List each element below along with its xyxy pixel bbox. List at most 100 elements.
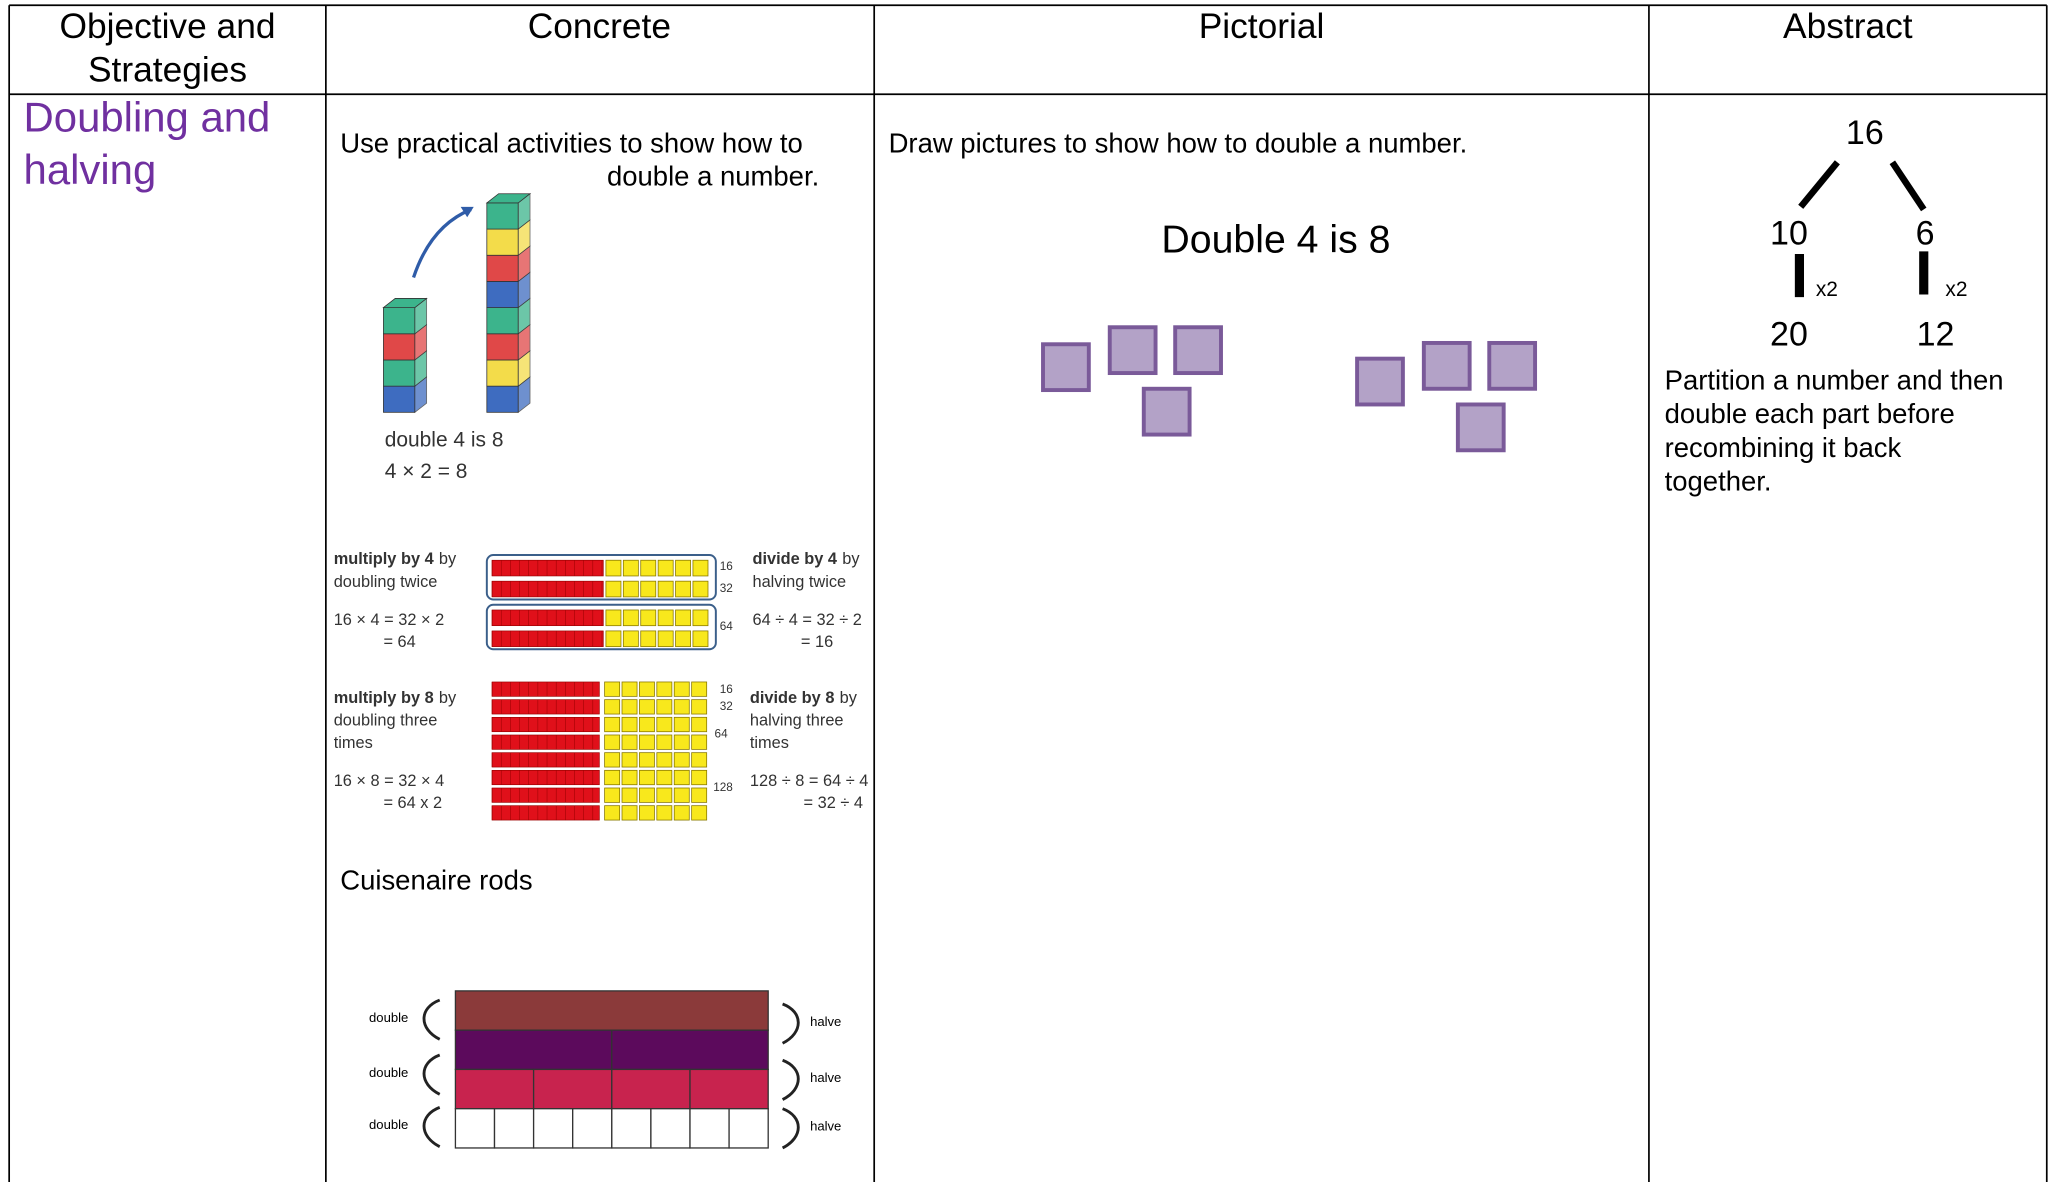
yellow-cube <box>640 580 657 598</box>
count-label: 32 <box>720 700 733 713</box>
red-rod <box>491 805 600 821</box>
pictorial-heading: Double 4 is 8 <box>1161 218 1390 262</box>
yellow-cube <box>640 630 657 648</box>
header-text: Abstract <box>1783 7 1913 46</box>
count-label: 64 <box>720 620 734 633</box>
concrete-intro: Use practical activities to show how to <box>340 128 803 159</box>
rod <box>454 1068 535 1110</box>
yellow-cube <box>604 769 621 786</box>
rods-label: double <box>369 1065 408 1080</box>
cube-caption: 4 × 2 = 8 <box>385 460 468 483</box>
operation-label: divide by 8 by <box>750 689 858 707</box>
operation-text: times <box>750 734 789 752</box>
red-rod <box>491 559 604 577</box>
yellow-cube <box>673 752 690 768</box>
yellow-cube <box>621 787 638 803</box>
tree-node: 20 <box>1770 315 1808 353</box>
yellow-cube <box>691 805 708 821</box>
yellow-cube <box>675 630 691 648</box>
red-rod <box>491 699 600 715</box>
objective-text: halving <box>24 146 157 193</box>
working: 64 ÷ 4 = 32 ÷ 2 <box>752 611 861 629</box>
count-label: 32 <box>720 582 733 595</box>
concrete-intro: double a number. <box>607 160 819 191</box>
cube-face <box>383 333 416 361</box>
yellow-cube <box>673 699 690 715</box>
rod <box>572 1108 613 1149</box>
yellow-cube <box>675 559 691 577</box>
yellow-cube <box>691 716 708 733</box>
objective-text: Doubling and <box>24 93 271 140</box>
operation-text: by <box>842 551 860 569</box>
cube-face <box>383 307 416 335</box>
yellow-cube <box>639 805 655 821</box>
yellow-cube <box>692 559 709 577</box>
yellow-cube <box>656 787 673 803</box>
yellow-cube <box>691 752 708 768</box>
counter-square <box>1041 342 1091 393</box>
cube-caption: double 4 is 8 <box>385 429 504 452</box>
operation-text: by <box>439 689 457 707</box>
yellow-cube <box>673 734 690 750</box>
red-rod <box>491 630 604 647</box>
rod <box>611 1108 652 1149</box>
cube-face <box>486 228 519 256</box>
yellow-cube <box>604 787 621 803</box>
curved-arrow <box>781 1058 800 1101</box>
yellow-cube <box>657 559 674 577</box>
yellow-cube <box>692 630 709 648</box>
yellow-cube <box>656 805 673 821</box>
rod <box>611 1068 691 1110</box>
header-text: Objective and <box>60 7 276 46</box>
yellow-cube <box>621 752 638 768</box>
rods-label: double <box>369 1010 408 1025</box>
abstract-text: Partition a number and then <box>1665 364 2004 395</box>
yellow-cube <box>639 681 655 697</box>
yellow-cube <box>691 734 708 750</box>
yellow-cube <box>639 716 655 733</box>
count-label: 128 <box>713 781 733 794</box>
cube-face <box>486 333 519 361</box>
pictorial-intro: Draw pictures to show how to double a nu… <box>889 128 1468 159</box>
yellow-cube <box>657 630 674 648</box>
operation-text: by <box>439 551 457 569</box>
yellow-cube <box>621 769 638 786</box>
operation-text: halving twice <box>752 573 846 591</box>
bar-group <box>485 554 717 601</box>
yellow-cube <box>691 769 708 786</box>
rods-title: Cuisenaire rods <box>340 865 532 896</box>
yellow-cube <box>604 716 621 733</box>
operation-bold: multiply by 4 <box>334 551 435 569</box>
arrow <box>411 207 472 279</box>
yellow-cube <box>604 752 621 768</box>
yellow-cube <box>604 805 621 821</box>
curved-arrow <box>781 1002 800 1045</box>
yellow-cube <box>691 699 708 715</box>
bar-group <box>485 603 717 651</box>
operation-label: multiply by 4 by <box>334 551 457 569</box>
yellow-cube <box>605 630 622 648</box>
counter-square <box>1355 356 1405 407</box>
yellow-cube <box>621 805 638 821</box>
rods-label: halve <box>810 1070 841 1085</box>
rod <box>689 1068 769 1110</box>
cube-face <box>486 385 519 413</box>
working: 16 × 8 = 32 × 4 <box>334 772 445 790</box>
yellow-cube <box>691 787 708 803</box>
yellow-cube <box>621 681 638 697</box>
yellow-cube <box>639 769 655 786</box>
yellow-cube <box>675 580 691 598</box>
yellow-cube <box>604 681 621 697</box>
yellow-cube <box>640 609 657 627</box>
operation-text: times <box>334 734 373 752</box>
rods-label: halve <box>810 1118 841 1133</box>
yellow-cube <box>639 734 655 750</box>
yellow-cube <box>622 580 639 598</box>
rod <box>454 1029 613 1071</box>
operation-label: multiply by 8 by <box>334 689 457 707</box>
yellow-cube <box>605 580 622 598</box>
tree-branch <box>1889 160 1927 212</box>
yellow-cube <box>673 681 690 697</box>
yellow-cube <box>639 787 655 803</box>
